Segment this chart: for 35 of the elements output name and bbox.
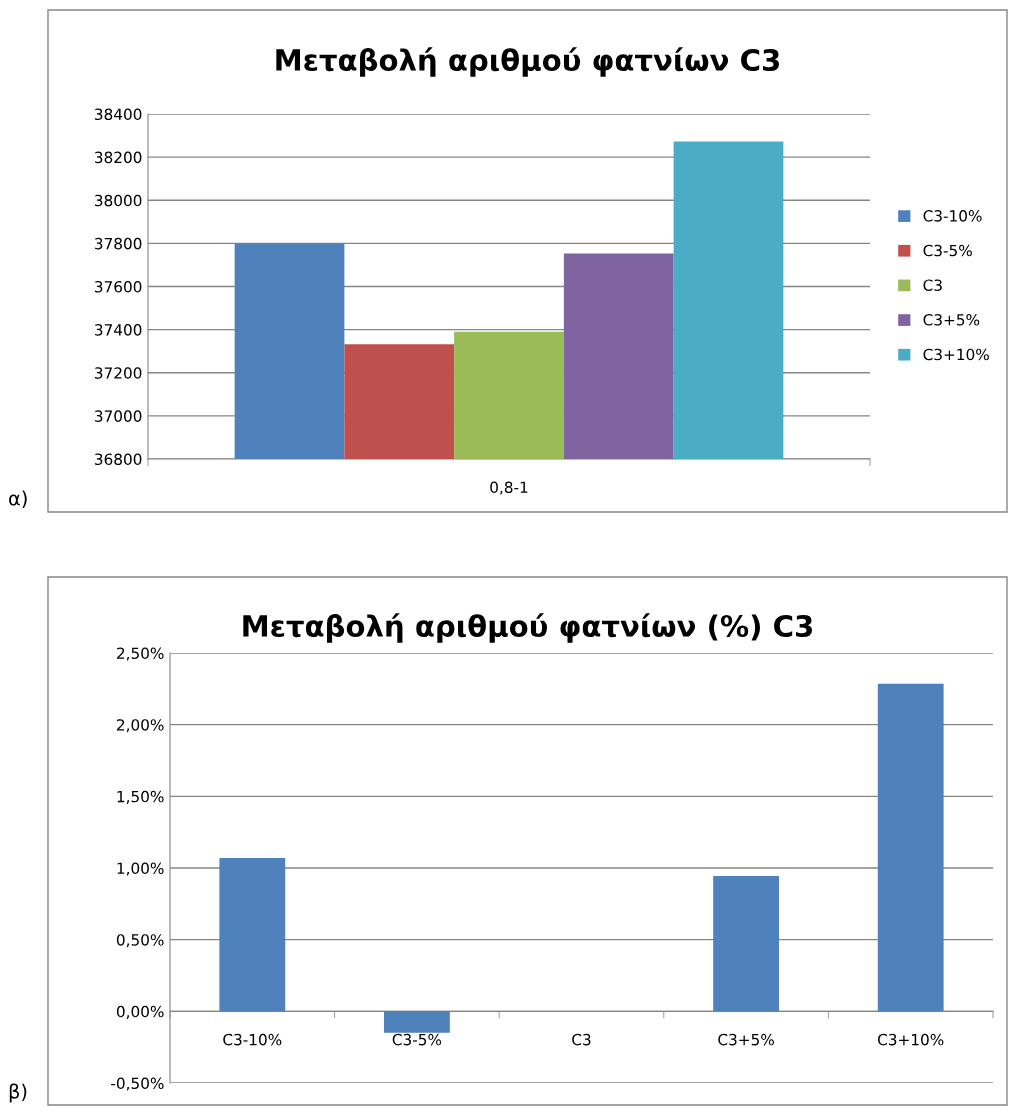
y-tick-label: 38200	[95, 151, 142, 164]
y-tick-label: 1,00%	[117, 862, 164, 876]
y-tick-label: 36800	[95, 453, 142, 466]
legend-label: C3+5%	[923, 314, 980, 326]
legend-label: C3-10%	[923, 210, 982, 222]
y-tick-label: 37600	[95, 280, 142, 293]
bar	[877, 683, 944, 1012]
y-tick-label: 2,50%	[117, 647, 164, 661]
y-tick-label: 38000	[95, 194, 142, 207]
chart-title: Μεταβολή αριθμού φατνίων (%) C3	[243, 613, 813, 643]
chart-title: Μεταβολή αριθμού φατνίων C3	[276, 47, 779, 77]
x-tick-label: C3+5%	[718, 1033, 774, 1046]
y-tick-label: 2,00%	[117, 719, 164, 733]
y-tick-label: 0,50%	[116, 934, 164, 948]
x-tick-label: C3	[572, 1033, 591, 1046]
x-tick-label: C3-5%	[392, 1033, 442, 1046]
y-tick-label: 1,50%	[117, 790, 164, 804]
x-tick-label: C3-10%	[223, 1033, 282, 1046]
text: α)	[9, 490, 27, 508]
x-tick-label: C3+10%	[877, 1033, 944, 1046]
y-tick-label: 37000	[95, 410, 142, 422]
y-tick-label: -0,50%	[111, 1077, 164, 1091]
bar	[219, 857, 286, 1012]
y-tick-label: 37400	[95, 324, 142, 336]
y-tick-label: 37200	[95, 367, 142, 379]
x-tick-label: 0,8-1	[490, 481, 528, 495]
legend-label: C3-5%	[923, 244, 972, 257]
y-tick-label: 37800	[95, 237, 142, 250]
y-tick-label: 0,00%	[116, 1005, 164, 1019]
text: β)	[9, 1083, 27, 1103]
legend-label: C3	[923, 279, 942, 291]
bar	[383, 1011, 450, 1033]
bar	[713, 875, 780, 1012]
legend-label: C3+10%	[923, 348, 989, 361]
y-tick-label: 38400	[95, 108, 142, 121]
